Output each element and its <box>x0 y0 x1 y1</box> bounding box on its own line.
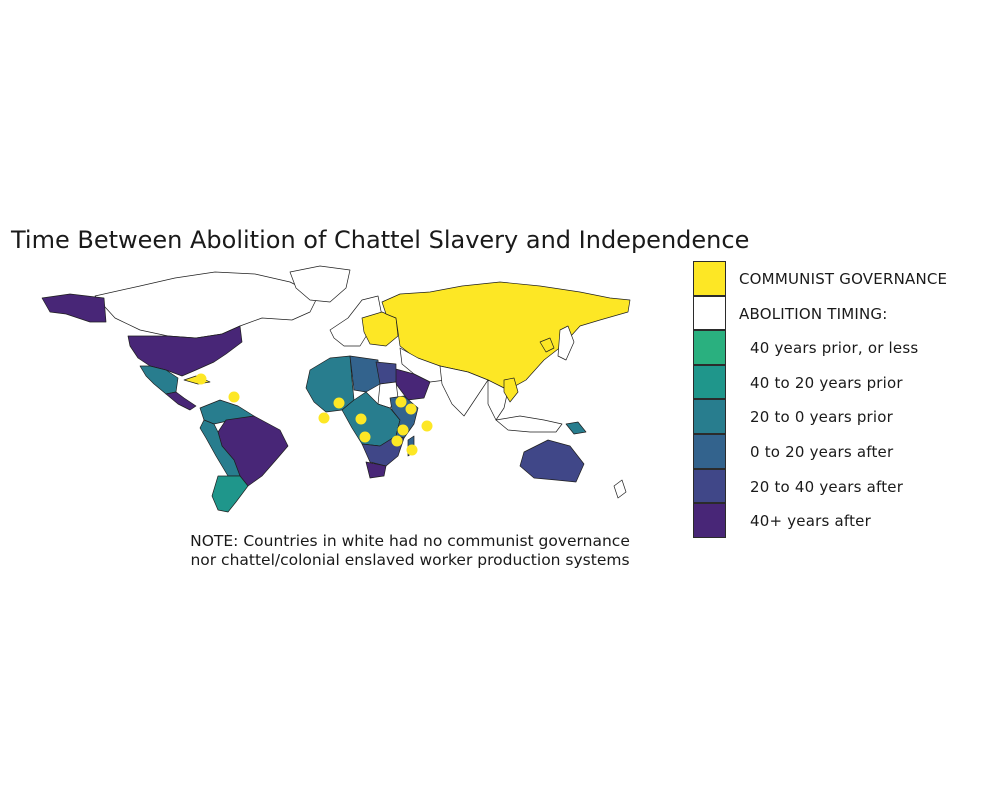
legend-swatch <box>693 433 726 469</box>
marker-congo <box>355 413 367 425</box>
region-usa <box>127 325 243 377</box>
marker-benin <box>333 397 345 409</box>
region-middle-east <box>399 347 447 383</box>
legend-swatch <box>693 364 726 400</box>
marker-somalia <box>405 403 417 415</box>
region-north-korea <box>539 337 555 353</box>
note-line-2: nor chattel/colonial enslaved worker pro… <box>190 551 630 569</box>
region-greenland <box>289 265 351 303</box>
marker-angola <box>359 431 371 443</box>
region-south-africa <box>365 461 387 479</box>
region-alaska <box>41 293 107 323</box>
region-canada-greenland <box>94 271 319 339</box>
region-india <box>439 365 489 417</box>
map-note: NOTE: Countries in white had no communis… <box>150 532 670 570</box>
map-title: Time Between Abolition of Chattel Slaver… <box>11 226 750 254</box>
legend-swatch <box>693 295 726 331</box>
marker-guyana <box>228 391 240 403</box>
marker-madagascar <box>406 444 418 456</box>
marker-haiti <box>195 373 207 385</box>
region-argentina-chile <box>211 475 249 513</box>
legend-label: ABOLITION TIMING: <box>739 304 888 323</box>
region-central-america <box>165 391 197 411</box>
legend-swatch <box>693 399 726 434</box>
legend-swatch <box>693 503 726 538</box>
marker-seychelles <box>421 420 433 432</box>
legend-label: 20 to 40 years after <box>750 477 904 496</box>
legend-swatch <box>693 468 726 504</box>
legend-swatch <box>693 261 726 296</box>
legend-label: 0 to 20 years after <box>750 442 894 461</box>
region-japan <box>557 325 575 361</box>
marker-tanzania <box>397 424 409 436</box>
legend-label: 40 to 20 years prior <box>750 373 903 392</box>
note-line-1: NOTE: Countries in white had no communis… <box>190 532 630 550</box>
region-indonesia <box>495 415 563 433</box>
region-new-zealand <box>613 479 627 499</box>
legend-swatch <box>693 330 726 365</box>
region-papua-new-guinea <box>565 421 587 435</box>
legend-label: 40+ years after <box>750 512 871 531</box>
region-sahara <box>349 355 381 393</box>
region-vietnam-laos <box>503 377 519 403</box>
marker-mozambique <box>391 435 403 447</box>
marker-cabo-verde <box>318 412 330 424</box>
region-australia <box>519 439 585 483</box>
legend-label: 20 to 0 years prior <box>750 408 894 427</box>
legend-label: COMMUNIST GOVERNANCE <box>739 270 948 288</box>
region-europe-east <box>361 311 399 347</box>
marker-ethiopia <box>395 396 407 408</box>
region-west-africa <box>305 355 355 413</box>
legend-label: 40 years prior, or less <box>750 339 919 358</box>
